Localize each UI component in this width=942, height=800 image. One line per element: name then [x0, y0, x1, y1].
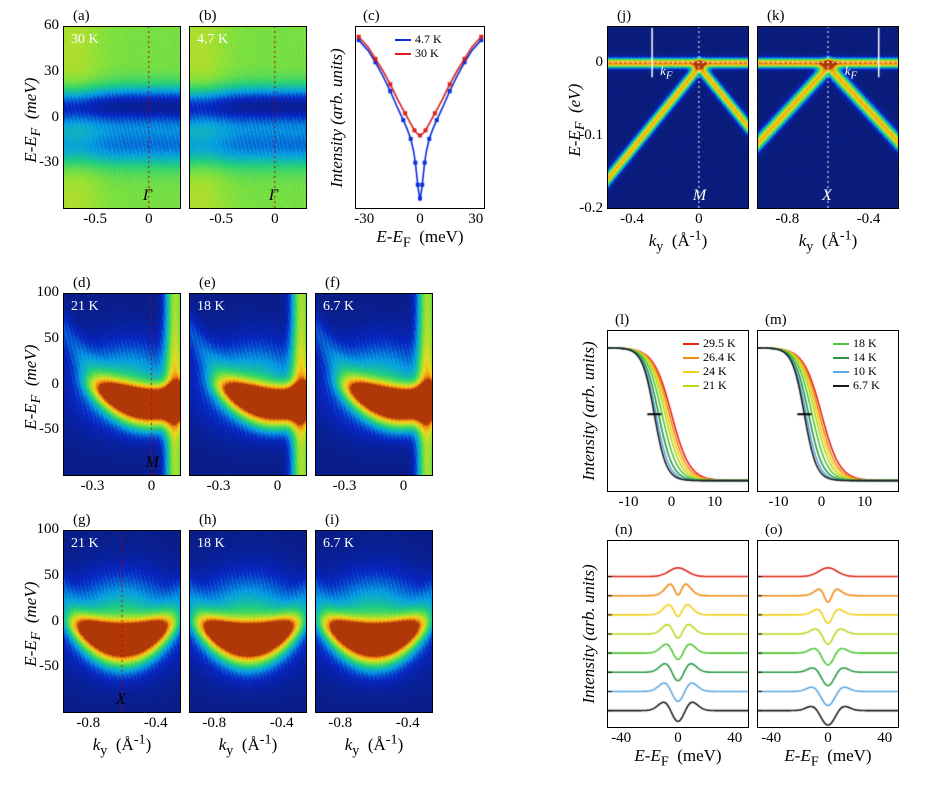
legend-item: 18 K	[833, 336, 877, 351]
arpes-panel	[315, 293, 433, 476]
arpes-panel	[189, 26, 307, 209]
panel-letter: (o)	[765, 522, 783, 539]
kf-label: kF	[660, 63, 672, 82]
arpes-canvas	[189, 293, 307, 476]
arpes-canvas	[189, 530, 307, 713]
arpes-panel	[189, 530, 307, 713]
y-axis-label: E-EF (meV)	[21, 50, 45, 190]
temperature-label: 30 K	[71, 32, 99, 48]
panel-letter: (f)	[325, 275, 340, 292]
legend-item: 30 K	[395, 46, 439, 61]
temperature-label: 18 K	[197, 536, 225, 552]
arpes-panel	[757, 26, 899, 209]
legend-item: 24 K	[683, 364, 727, 379]
panel-letter: (l)	[615, 312, 629, 329]
temperature-label: 6.7 K	[323, 536, 354, 552]
temperature-label: 21 K	[71, 536, 99, 552]
panel-letter: (i)	[325, 512, 339, 529]
panel-letter: (g)	[73, 512, 91, 529]
panel-letter: (j)	[617, 8, 631, 25]
legend-item: 10 K	[833, 364, 877, 379]
arpes-canvas	[63, 293, 181, 476]
temperature-label: 6.7 K	[323, 299, 354, 315]
y-axis-label: E-EF (meV)	[21, 317, 45, 457]
sym-point-label: X	[116, 691, 126, 709]
arpes-panel	[63, 293, 181, 476]
legend-item: 21 K	[683, 378, 727, 393]
arpes-canvas	[315, 530, 433, 713]
x-axis-label: ky (Å-1)	[189, 731, 307, 759]
temperature-label: 4.7 K	[197, 32, 228, 48]
panel-letter: (e)	[199, 275, 216, 292]
x-axis-label: E-EF (meV)	[607, 746, 749, 770]
y-axis-label: Intensity (arb. units)	[327, 48, 347, 188]
temperature-label: 21 K	[71, 299, 99, 315]
arpes-canvas	[315, 293, 433, 476]
panel-letter: (k)	[767, 8, 785, 25]
panel-letter: (c)	[363, 8, 380, 25]
arpes-panel	[63, 26, 181, 209]
temperature-label: 18 K	[197, 299, 225, 315]
legend-item: 14 K	[833, 350, 877, 365]
panel-letter: (d)	[73, 275, 91, 292]
x-axis-label: ky (Å-1)	[315, 731, 433, 759]
sym-point-label: Γ	[143, 187, 152, 205]
arpes-canvas	[189, 26, 307, 209]
sym-point-label: Γ	[269, 187, 278, 205]
sym-point-label: X	[822, 187, 832, 205]
x-axis-label: E-EF (meV)	[355, 227, 485, 251]
y-axis-label: E-EF (meV)	[21, 554, 45, 694]
legend-item: 29.5 K	[683, 336, 736, 351]
x-axis-label: ky (Å-1)	[757, 227, 899, 255]
panel-letter: (n)	[615, 522, 633, 539]
line-panel	[607, 540, 749, 728]
x-axis-label: ky (Å-1)	[63, 731, 181, 759]
arpes-panel	[607, 26, 749, 209]
x-axis-label: E-EF (meV)	[757, 746, 899, 770]
arpes-canvas	[63, 26, 181, 209]
y-axis-label: Intensity (arb. units)	[579, 564, 599, 704]
y-axis-label: E-EF (eV)	[565, 50, 589, 190]
kf-label: kF	[845, 63, 857, 82]
arpes-panel	[63, 530, 181, 713]
arpes-panel	[315, 530, 433, 713]
line-panel	[757, 330, 899, 492]
panel-letter: (b)	[199, 8, 217, 25]
legend-item: 4.7 K	[395, 32, 442, 47]
arpes-canvas	[607, 26, 749, 209]
y-axis-label: Intensity (arb. units)	[579, 341, 599, 481]
line-panel	[757, 540, 899, 728]
sym-point-label: M	[146, 454, 159, 472]
panel-letter: (h)	[199, 512, 217, 529]
x-axis-label: ky (Å-1)	[607, 227, 749, 255]
panel-letter: (m)	[765, 312, 787, 329]
legend-item: 26.4 K	[683, 350, 736, 365]
arpes-canvas	[757, 26, 899, 209]
panel-letter: (a)	[73, 8, 90, 25]
arpes-canvas	[63, 530, 181, 713]
sym-point-label: M	[693, 187, 706, 205]
arpes-panel	[189, 293, 307, 476]
legend-item: 6.7 K	[833, 378, 880, 393]
